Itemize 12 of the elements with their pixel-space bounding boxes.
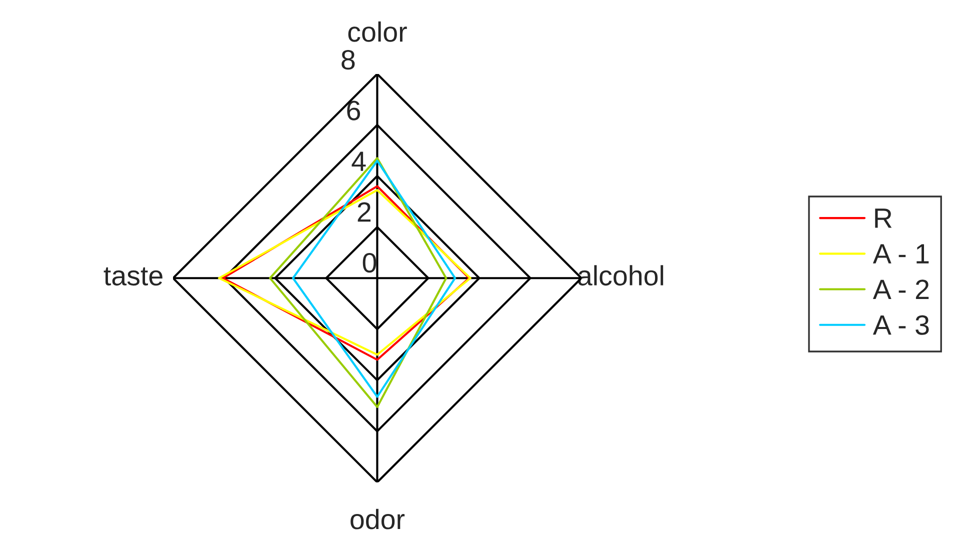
spoke-label: color [348,21,407,42]
y-tick-label: 2 [358,202,370,222]
legend-label: A - 2 [872,280,929,299]
legend-label: A - 1 [872,244,929,264]
legend-label: A - 3 [872,315,929,335]
y-tick-label: 6 [347,100,360,120]
spoke-label: odor [350,508,405,530]
y-tick-label: 8 [342,50,355,70]
legend-label: R [875,208,892,228]
spoke-label: alcohol [578,265,664,286]
spoke-label: taste [104,267,162,286]
y-tick-label: 4 [352,152,366,171]
